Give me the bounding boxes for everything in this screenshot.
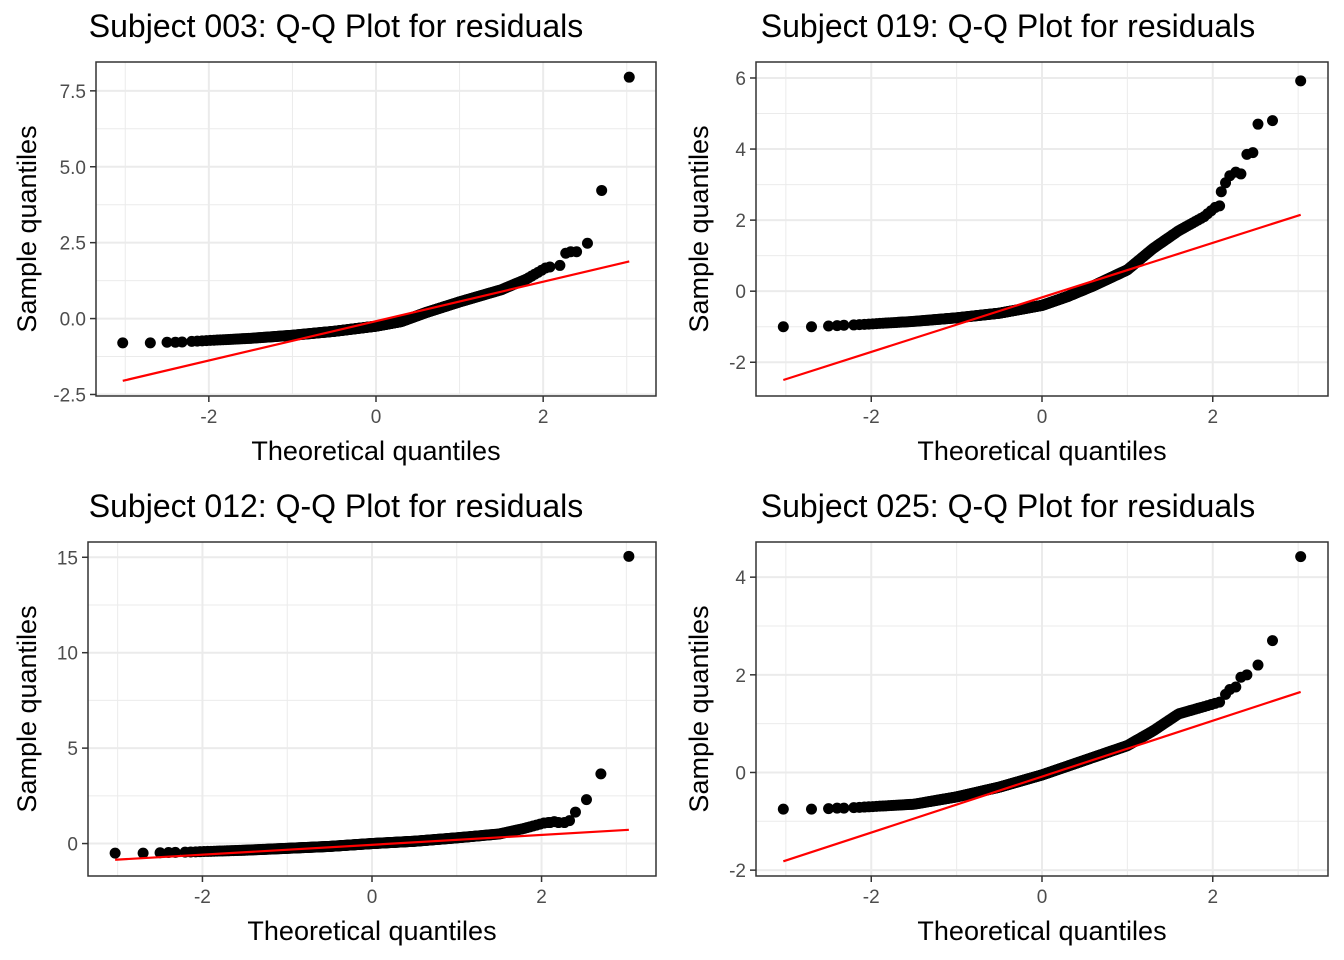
data-point xyxy=(1241,669,1253,681)
x-axis-title: Theoretical quantiles xyxy=(251,436,500,466)
data-point xyxy=(109,847,121,859)
data-point xyxy=(144,337,156,349)
y-axis-title: Sample quantiles xyxy=(12,125,42,332)
y-tick-label: -2 xyxy=(729,861,746,882)
x-tick-label: -2 xyxy=(863,887,880,908)
data-point xyxy=(623,71,635,83)
x-tick-label: 0 xyxy=(367,887,378,908)
y-axis-title: Sample quantiles xyxy=(12,605,42,812)
x-axis-title: Theoretical quantiles xyxy=(917,916,1166,946)
x-tick-label: -2 xyxy=(200,407,217,428)
data-point xyxy=(1267,635,1279,647)
chart-svg: -2 0 2 -2.5 0.0 2.5 5.0 7.5 Theoretical quantile… xyxy=(12,61,657,466)
data-point xyxy=(1247,147,1259,159)
y-tick-label: 2.5 xyxy=(60,234,86,255)
chart-title: Subject 025: Q-Q Plot for residuals xyxy=(760,488,1256,524)
data-point xyxy=(1214,696,1226,708)
chart-svg: -2 0 2 0 5 10 15 Theoretical quantiles Sample qu… xyxy=(12,541,657,946)
data-point xyxy=(1214,200,1226,212)
chart-panel-subject-003: Subject 003: Q-Q Plot for residuals -2 0 2… xyxy=(0,0,672,480)
chart-title: Subject 012: Q-Q Plot for residuals xyxy=(88,488,584,524)
chart-title: Subject 019: Q-Q Plot for residuals xyxy=(760,8,1256,44)
reference-line xyxy=(115,828,629,861)
y-tick-label: 2 xyxy=(735,666,746,687)
data-point xyxy=(805,321,817,333)
reference-line xyxy=(782,690,1302,863)
data-point xyxy=(1295,75,1307,87)
x-tick-label: 2 xyxy=(536,887,547,908)
x-axis-title: Theoretical quantiles xyxy=(247,916,496,946)
data-point xyxy=(544,261,556,273)
chart-panel-subject-019: Subject 019: Q-Q Plot for residuals -2 0 2… xyxy=(672,0,1344,480)
chart-title: Subject 003: Q-Q Plot for residuals xyxy=(88,8,584,44)
y-tick-label: 6 xyxy=(735,69,746,90)
reference-line xyxy=(782,213,1302,382)
data-point xyxy=(554,259,566,271)
data-point xyxy=(581,237,593,249)
x-tick-label: 0 xyxy=(1037,407,1048,428)
x-axis-title: Theoretical quantiles xyxy=(917,436,1166,466)
y-tick-label: 0 xyxy=(735,763,746,784)
data-point xyxy=(1252,659,1264,671)
x-tick-label: 0 xyxy=(371,407,382,428)
y-tick-label: 2 xyxy=(735,211,746,232)
chart-panel-subject-025: Subject 025: Q-Q Plot for residuals -2 0 2… xyxy=(672,480,1344,960)
y-axis-title: Sample quantiles xyxy=(684,605,714,812)
y-tick-label: 15 xyxy=(57,548,78,569)
y-tick-label: -2 xyxy=(729,353,746,374)
data-point xyxy=(1295,551,1307,563)
chart-svg: -2 0 2 -2 0 2 4 6 Theoretical quantiles Sample qu… xyxy=(684,61,1329,466)
data-point xyxy=(823,320,835,332)
data-point xyxy=(176,336,188,348)
y-tick-label: -2.5 xyxy=(53,385,86,406)
y-tick-label: 0.0 xyxy=(60,310,86,331)
chart-svg: -2 0 2 -2 0 2 4 Theoretical quantiles Sample qua… xyxy=(684,541,1329,946)
y-tick-label: 5 xyxy=(67,739,78,760)
data-point xyxy=(137,847,149,859)
data-point xyxy=(154,847,166,859)
data-point xyxy=(777,803,789,815)
data-point xyxy=(823,803,835,815)
data-point xyxy=(623,550,635,562)
data-point xyxy=(569,806,581,818)
x-tick-label: 0 xyxy=(1037,887,1048,908)
x-tick-label: -2 xyxy=(194,887,211,908)
data-point xyxy=(838,802,850,814)
data-point xyxy=(1235,168,1247,180)
y-tick-label: 4 xyxy=(735,140,746,161)
x-tick-label: 2 xyxy=(1207,407,1218,428)
y-axis-title: Sample quantiles xyxy=(684,125,714,332)
data-point xyxy=(596,184,608,196)
x-tick-label: -2 xyxy=(863,407,880,428)
data-point xyxy=(161,336,173,348)
data-point xyxy=(117,337,129,349)
y-tick-label: 0 xyxy=(67,835,78,856)
data-point xyxy=(580,794,592,806)
x-tick-label: 2 xyxy=(538,407,549,428)
data-point xyxy=(564,815,576,827)
data-point xyxy=(1230,681,1242,693)
data-point xyxy=(1252,118,1264,130)
chart-panel-subject-012: Subject 012: Q-Q Plot for residuals -2 0 2… xyxy=(0,480,672,960)
y-tick-label: 10 xyxy=(57,644,78,665)
reference-line xyxy=(122,260,630,382)
data-point xyxy=(838,319,850,331)
x-tick-label: 2 xyxy=(1207,887,1218,908)
y-tick-label: 0 xyxy=(735,282,746,303)
data-point xyxy=(1267,115,1279,127)
y-tick-label: 4 xyxy=(735,568,746,589)
data-point xyxy=(571,246,583,258)
y-tick-label: 7.5 xyxy=(60,82,86,103)
y-tick-label: 5.0 xyxy=(60,158,86,179)
data-point xyxy=(1215,186,1227,198)
data-point xyxy=(805,803,817,815)
data-point xyxy=(595,768,607,780)
data-point xyxy=(777,321,789,333)
